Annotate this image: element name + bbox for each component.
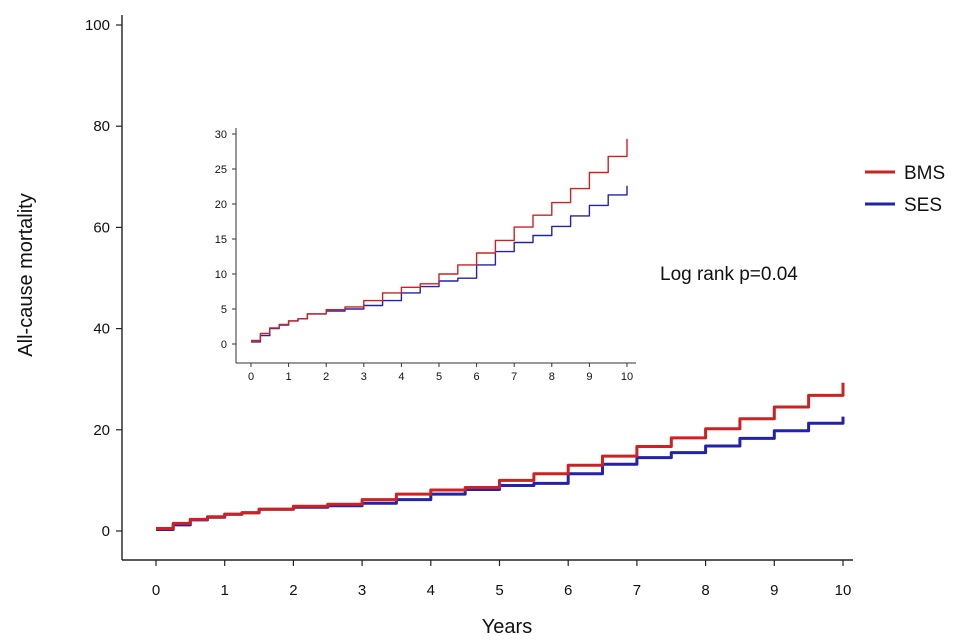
legend: BMS SES (865, 163, 945, 216)
inset-x-tick-label: 4 (398, 371, 404, 383)
main-x-tick-label: 4 (427, 582, 435, 599)
inset-y-tick-label: 0 (221, 339, 227, 351)
main-series-line-bms (156, 382, 845, 530)
legend-label-ses: SES (904, 195, 942, 216)
inset-x-tick-label: 0 (248, 371, 254, 383)
main-x-tick-label: 0 (152, 582, 160, 599)
main-y-tick-label: 40 (93, 321, 110, 338)
main-y-tick-label: 80 (93, 118, 110, 135)
main-x-tick-label: 5 (495, 582, 503, 599)
main-series (156, 382, 845, 531)
main-x-tick-label: 2 (289, 582, 297, 599)
inset-x-tick-label: 1 (286, 371, 292, 383)
inset-x-tick-label: 9 (586, 371, 592, 383)
main-y-tick-label: 60 (93, 219, 110, 236)
main-y-tick-label: 20 (93, 422, 110, 439)
main-y-tick-label: 0 (102, 523, 110, 540)
main-x-tick-label: 3 (358, 582, 366, 599)
inset-x-tick-label: 8 (549, 371, 555, 383)
inset-y-tick-label: 10 (215, 269, 227, 281)
x-axis-title: Years (482, 616, 532, 638)
inset-series (251, 138, 628, 343)
main-x-tick-label: 7 (633, 582, 641, 599)
main-x-tick-label: 8 (701, 582, 709, 599)
main-x-tick-label: 6 (564, 582, 572, 599)
main-x-tick-label: 1 (221, 582, 229, 599)
inset-x-tick-label: 2 (323, 371, 329, 383)
legend-label-bms: BMS (904, 163, 945, 184)
inset-x-tick-label: 6 (474, 371, 480, 383)
inset-series-line-bms (251, 138, 628, 342)
y-axis-title: All-cause mortality (15, 193, 37, 356)
main-x-tick-label: 9 (770, 582, 778, 599)
main-x-tick-label: 10 (835, 582, 852, 599)
main-y-tick-label: 100 (85, 17, 110, 34)
inset-y-tick-label: 30 (215, 129, 227, 141)
inset-y-tick-label: 20 (215, 199, 227, 211)
log-rank-annotation: Log rank p=0.04 (660, 264, 798, 285)
inset-y-tick-label: 25 (215, 164, 227, 176)
inset-x-tick-label: 10 (621, 371, 633, 383)
inset-y-tick-label: 5 (221, 304, 227, 316)
inset-x-tick-label: 3 (361, 371, 367, 383)
inset-x-tick-label: 5 (436, 371, 442, 383)
inset-axes: 0 5 10 15 20 25 30 0 1 2 3 4 5 6 7 8 9 10 (215, 128, 636, 383)
inset-x-tick-label: 7 (511, 371, 517, 383)
inset-y-tick-label: 15 (215, 234, 227, 246)
